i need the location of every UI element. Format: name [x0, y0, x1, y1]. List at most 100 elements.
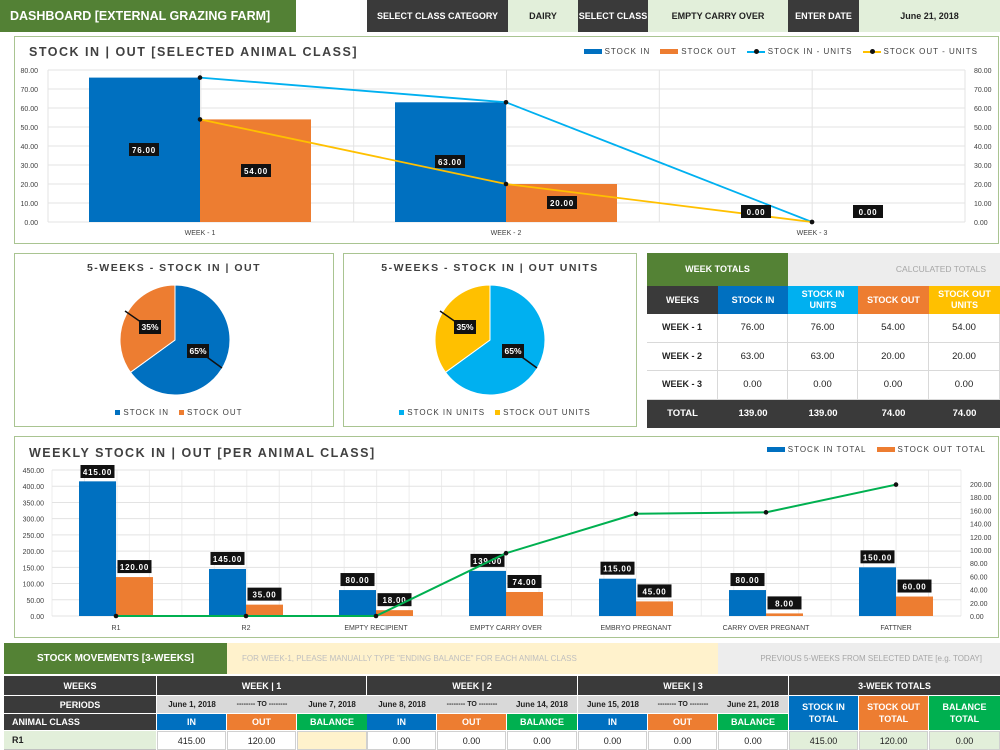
category-select[interactable]: DAIRY	[508, 0, 578, 32]
c1-label-in-bg	[435, 155, 465, 168]
c1-label-in: 63.00	[438, 158, 462, 167]
periods-label: PERIODS	[4, 696, 156, 713]
r1-w3-cell[interactable]: 0.00	[718, 731, 788, 750]
r1-w1-cell[interactable]: 415.00	[157, 731, 226, 750]
week-total-cell: 76.00	[788, 314, 858, 343]
th-stock-out: STOCK OUT	[858, 286, 929, 314]
total-cell: TOTAL	[647, 399, 718, 428]
c1-ytick-right: 0.00	[974, 220, 988, 227]
period-start: June 1, 2018	[157, 696, 227, 713]
c1-point	[197, 75, 203, 80]
chart2-legend: STOCK IN TOTAL STOCK OUT TOTAL	[757, 445, 986, 454]
week2-header: WEEK | 2	[367, 676, 577, 695]
th-weeks: WEEKS	[647, 286, 718, 314]
totals-header: 3-WEEK TOTALS	[789, 676, 1000, 695]
sub-in: IN	[157, 714, 226, 730]
c1-ytick-right: 30.00	[974, 163, 992, 170]
week-total-cell: 0.00	[788, 371, 858, 400]
period-end: June 7, 2018	[297, 696, 367, 713]
period-to: -------- TO --------	[437, 696, 507, 713]
week3-header: WEEK | 3	[578, 676, 788, 695]
c1-xtick: WEEK - 1	[185, 230, 216, 237]
c1-label-out-bg	[241, 164, 271, 177]
c1-ytick-right: 40.00	[974, 144, 992, 151]
c1-ytick-right: 70.00	[974, 87, 992, 94]
c1-ytick-left: 40.00	[20, 144, 38, 151]
c1-ytick-left: 60.00	[20, 106, 38, 113]
previous-weeks-note: PREVIOUS 5-WEEKS FROM SELECTED DATE [e.g…	[718, 643, 1000, 674]
calculated-totals-label: CALCULATED TOTALS	[788, 253, 1000, 286]
stock-in-out-chart: 80.00 80.00 70.00 70.00 60.00 60.00 50.00 50.00…	[20, 68, 992, 237]
c1-point	[503, 100, 509, 105]
pie1-panel: 5-WEEKS - STOCK IN | OUT STOCK IN STOCK …	[14, 253, 334, 427]
weeks-label: WEEKS	[4, 676, 156, 695]
header-bar: DASHBOARD [EXTERNAL GRAZING FARM] SELECT…	[0, 0, 1000, 32]
c1-ytick-left: 50.00	[20, 125, 38, 132]
r1-w3-cell[interactable]: 0.00	[578, 731, 647, 750]
stock-movements-title: STOCK MOVEMENTS [3-WEEKS]	[4, 643, 227, 674]
c1-ytick-left: 20.00	[20, 182, 38, 189]
c1-ytick-left: 10.00	[20, 201, 38, 208]
chart2-title: WEEKLY STOCK IN | OUT [PER ANIMAL CLASS]	[29, 446, 376, 460]
period-to: -------- TO --------	[648, 696, 718, 713]
th-stock-in-units: STOCK IN UNITS	[788, 286, 858, 314]
c1-label-in: 76.00	[132, 146, 156, 155]
period-to: -------- TO --------	[227, 696, 297, 713]
chart1-legend: STOCK IN STOCK OUT STOCK IN - UNITS STOC…	[574, 47, 978, 56]
legend-stock-in-total: STOCK IN TOTAL	[766, 445, 867, 454]
r1-w1-cell[interactable]: 120.00	[227, 731, 296, 750]
week-row-label: WEEK - 3	[647, 371, 718, 400]
balance-total-head: BALANCE TOTAL	[929, 696, 1000, 730]
sub-out: OUT	[437, 714, 506, 730]
c1-label-out: 20.00	[550, 199, 574, 208]
sub-in: IN	[578, 714, 647, 730]
sub-balance: BALANCE	[297, 714, 367, 730]
r1-w3-cell[interactable]: 0.00	[648, 731, 717, 750]
week-total-cell: 76.00	[718, 314, 788, 343]
c1-ytick-right: 20.00	[974, 182, 992, 189]
c1-label-out: 54.00	[244, 167, 268, 176]
r1-w1-cell[interactable]	[297, 731, 367, 750]
pie2-panel: 5-WEEKS - STOCK IN | OUT UNITS STOCK IN …	[343, 253, 637, 427]
r1-total-cell: 120.00	[859, 731, 928, 750]
week-total-cell: 63.00	[718, 342, 788, 371]
sub-in: IN	[367, 714, 436, 730]
date-input[interactable]: June 21, 2018	[859, 0, 1000, 32]
c1-label-out: 0.00	[859, 208, 878, 217]
week-totals-table: WEEK TOTALS CALCULATED TOTALS WEEKS STOC…	[647, 253, 1000, 428]
stock-out-total-head: STOCK OUT TOTAL	[859, 696, 928, 730]
c1-ytick-left: 30.00	[20, 163, 38, 170]
week-total-cell: 20.00	[858, 342, 929, 371]
pie2-legend: STOCK IN UNITS STOCK OUT UNITS	[344, 408, 636, 417]
dashboard-title: DASHBOARD [EXTERNAL GRAZING FARM]	[0, 0, 296, 32]
c1-label-in-bg	[129, 143, 159, 156]
th-stock-out-units: STOCK OUT UNITS	[929, 286, 1000, 314]
week-totals-title: WEEK TOTALS	[647, 253, 788, 286]
r1-w2-cell[interactable]: 0.00	[507, 731, 577, 750]
r1-w2-cell[interactable]: 0.00	[367, 731, 436, 750]
pie2-legend-in: STOCK IN UNITS	[399, 408, 485, 417]
r1-total-cell: 415.00	[789, 731, 858, 750]
class-label: SELECT CLASS	[578, 0, 648, 32]
legend-stock-out-units: STOCK OUT - UNITS	[862, 47, 979, 56]
sub-out: OUT	[227, 714, 296, 730]
r1-total-cell: 0.00	[929, 731, 1000, 750]
legend-stock-out-total: STOCK OUT TOTAL	[876, 445, 987, 454]
c1-label-in: 0.00	[747, 208, 766, 217]
total-cell: 74.00	[858, 399, 929, 428]
period-end: June 21, 2018	[718, 696, 788, 713]
c1-label-in-bg	[741, 205, 771, 218]
c1-label-out-bg	[853, 205, 883, 218]
c1-ytick-right: 50.00	[974, 125, 992, 132]
class-select[interactable]: EMPTY CARRY OVER	[648, 0, 788, 32]
c1-ytick-right: 60.00	[974, 106, 992, 113]
th-stock-in: STOCK IN	[718, 286, 788, 314]
week-total-cell: 0.00	[718, 371, 788, 400]
c1-ytick-left: 0.00	[24, 220, 38, 227]
r1-w2-cell[interactable]: 0.00	[437, 731, 506, 750]
c1-xtick: WEEK - 3	[797, 230, 828, 237]
c1-ytick-right: 10.00	[974, 201, 992, 208]
week-total-cell: 0.00	[858, 371, 929, 400]
c1-ytick-left: 80.00	[20, 68, 38, 75]
c1-ytick-left: 70.00	[20, 87, 38, 94]
